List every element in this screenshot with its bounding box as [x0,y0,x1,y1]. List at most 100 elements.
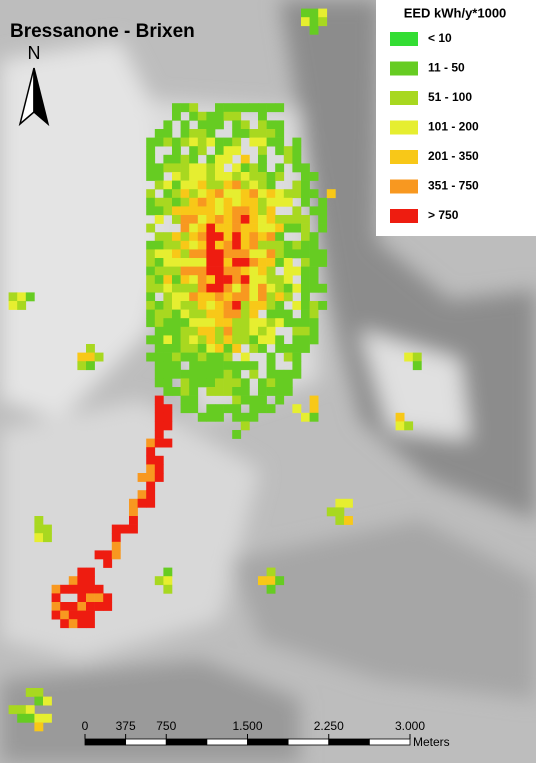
grid-cell [34,696,44,706]
grid-cell [275,103,285,113]
grid-cell [326,189,336,199]
grid-cell [146,464,156,474]
grid-cell [189,189,199,199]
grid-cell [146,240,156,250]
grid-cell [283,197,293,207]
grid-cell [189,301,199,310]
grid-cell [206,197,216,207]
grid-cell [275,197,285,207]
grid-cell [240,163,250,173]
grid-cell [146,490,156,500]
grid-cell [206,404,216,414]
grid-cell [86,352,95,362]
grid-cell [301,180,310,190]
grid-cell [249,223,259,233]
grid-cell [197,206,207,216]
grid-cell [180,326,190,336]
grid-cell [180,318,190,328]
grid-cell [51,593,61,603]
grid-cell [197,258,207,267]
grid-cell [172,318,181,328]
grid-cell [249,283,259,293]
grid-cell [240,120,250,130]
grid-cell [197,301,207,310]
grid-cell [180,258,190,267]
grid-cell [77,602,87,611]
grid-cell [240,387,250,396]
grid-cell [17,292,27,302]
grid-cell [206,318,216,328]
grid-cell [292,344,302,353]
grid-cell [232,309,242,319]
grid-cell [240,266,250,276]
grid-cell [275,318,285,328]
grid-cell [309,25,319,35]
grid-cell [197,266,207,276]
grid-cell [292,318,302,328]
grid-cell [301,249,310,259]
grid-cell [249,180,259,190]
grid-cell [275,369,285,379]
grid-cell [137,473,147,482]
grid-cell [335,507,345,517]
grid-cell [206,301,216,310]
grid-cell [266,576,276,586]
grid-cell [249,129,259,138]
grid-cell [266,387,276,396]
grid-cell [189,137,199,147]
grid-cell [258,301,267,310]
grid-cell [154,430,164,439]
grid-cell [189,335,199,345]
grid-cell [309,404,319,414]
grid-cell [266,404,276,414]
grid-cell [172,335,181,345]
grid-cell [292,369,302,379]
grid-cell [172,309,181,319]
grid-cell [292,249,302,259]
grid-cell [154,180,164,190]
grid-cell [275,309,285,319]
grid-cell [292,180,302,190]
grid-cell [77,576,87,586]
grid-cell [197,369,207,379]
grid-cell [77,361,87,371]
grid-cell [163,344,173,353]
legend-label: 201 - 350 [428,149,479,163]
grid-cell [154,335,164,345]
grid-cell [180,395,190,405]
grid-cell [266,206,276,216]
grid-cell [240,172,250,181]
grid-cell [197,378,207,388]
grid-cell [172,189,181,199]
grid-cell [232,249,242,259]
grid-cell [43,524,52,534]
grid-cell [275,275,285,285]
grid-cell [301,240,310,250]
grid-cell [180,172,190,181]
grid-cell [404,352,414,362]
grid-cell [266,189,276,199]
grid-cell [180,266,190,276]
grid-cell [215,206,224,216]
grid-cell [266,129,276,138]
grid-cell [197,249,207,259]
grid-cell [146,283,156,293]
grid-cell [189,111,199,121]
grid-cell [154,129,164,138]
grid-cell [180,120,190,130]
grid-cell [215,137,224,147]
grid-cell [223,240,233,250]
grid-cell [266,172,276,181]
grid-cell [258,154,267,164]
grid-cell [180,223,190,233]
grid-cell [223,275,233,285]
grid-cell [180,344,190,353]
grid-cell [154,215,164,224]
grid-cell [292,223,302,233]
grid-cell [275,344,285,353]
grid-cell [180,163,190,173]
grid-cell [258,172,267,181]
grid-cell [172,387,181,396]
scale-segment [206,738,248,746]
grid-cell [94,593,104,603]
